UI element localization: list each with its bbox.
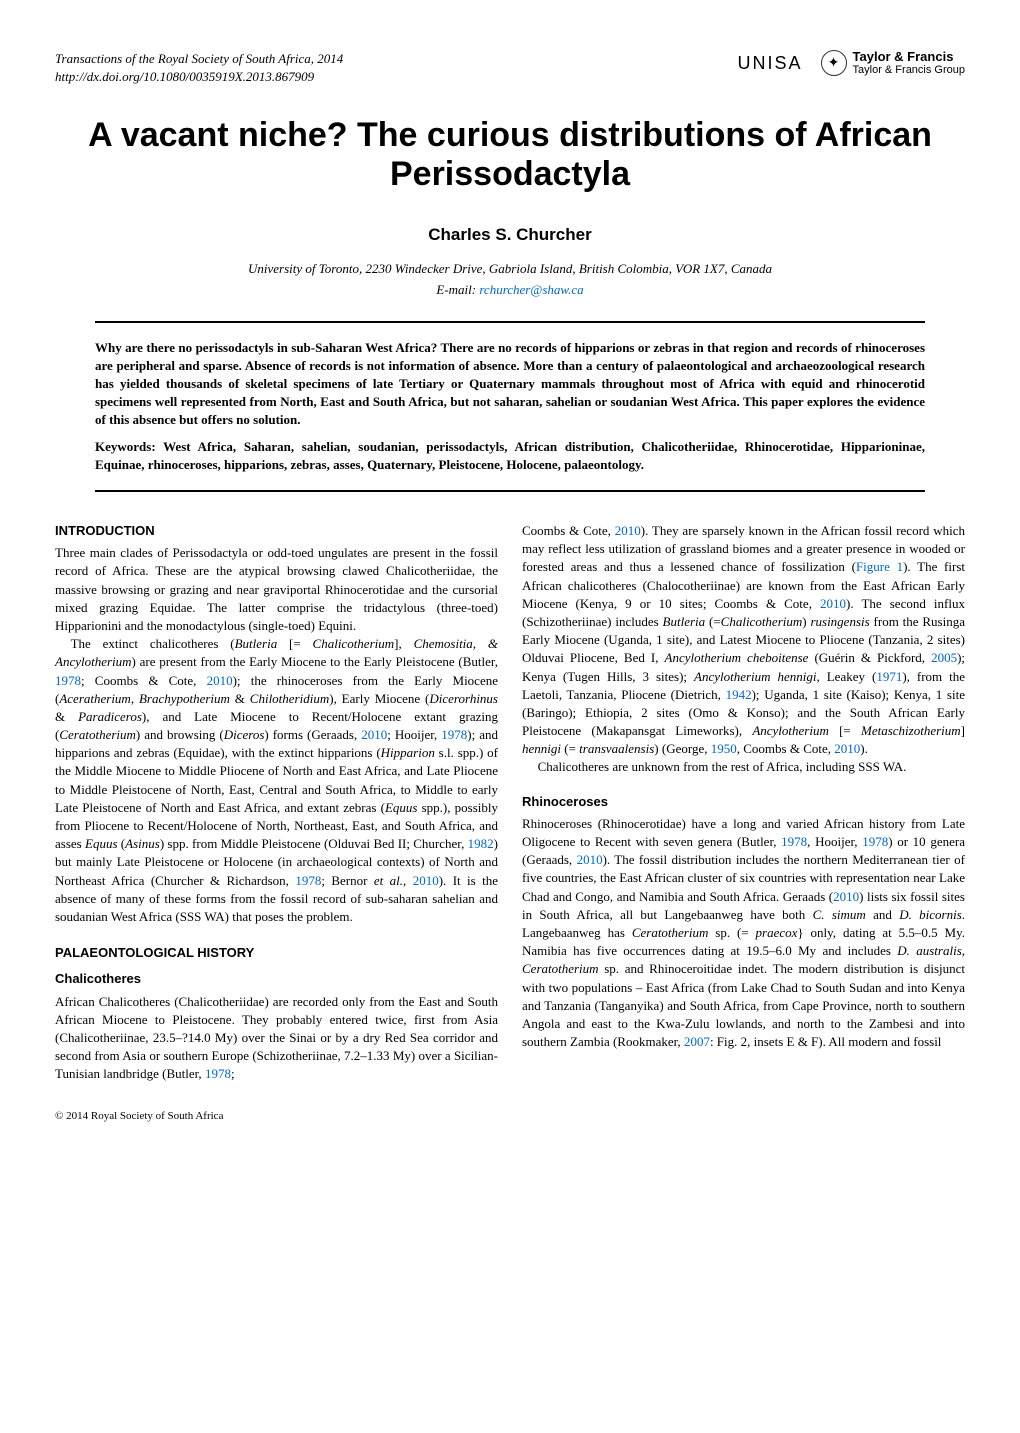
abstract-text: Why are there no perissodactyls in sub-S…	[95, 339, 925, 430]
chalicotheres-heading: Chalicotheres	[55, 970, 498, 988]
taylor-francis-logo: ✦ Taylor & Francis Taylor & Francis Grou…	[821, 50, 965, 76]
right-column: Coombs & Cote, 2010). They are sparsely …	[522, 522, 965, 1083]
keywords: Keywords: West Africa, Saharan, sahelian…	[95, 438, 925, 474]
email-link[interactable]: rchurcher@shaw.ca	[479, 282, 583, 297]
author-name: Charles S. Churcher	[55, 223, 965, 247]
left-column: INTRODUCTION Three main clades of Periss…	[55, 522, 498, 1083]
affiliation: University of Toronto, 2230 Windecker Dr…	[55, 260, 965, 278]
publisher-logos: UNISA ✦ Taylor & Francis Taylor & Franci…	[738, 50, 966, 76]
journal-info: Transactions of the Royal Society of Sou…	[55, 50, 343, 86]
email-line: E-mail: rchurcher@shaw.ca	[55, 281, 965, 299]
tf-sub: Taylor & Francis Group	[853, 64, 965, 76]
doi: http://dx.doi.org/10.1080/0035919X.2013.…	[55, 69, 314, 84]
rhino-p1: Rhinoceroses (Rhinocerotidae) have a lon…	[522, 815, 965, 1051]
intro-heading: INTRODUCTION	[55, 522, 498, 540]
chali-cont: Coombs & Cote, 2010). They are sparsely …	[522, 522, 965, 758]
page-header: Transactions of the Royal Society of Sou…	[55, 50, 965, 86]
chali-p1: African Chalicotheres (Chalicotheriidae)…	[55, 993, 498, 1084]
intro-p2: The extinct chalicotheres (Butleria [= C…	[55, 635, 498, 926]
copyright-footer: © 2014 Royal Society of South Africa	[55, 1109, 965, 1124]
tf-icon: ✦	[821, 50, 847, 76]
journal-year: 2014	[317, 51, 343, 66]
palaeo-heading: PALAEONTOLOGICAL HISTORY	[55, 944, 498, 962]
intro-p1: Three main clades of Perissodactyla or o…	[55, 544, 498, 635]
rhinoceroses-heading: Rhinoceroses	[522, 793, 965, 811]
abstract-block: Why are there no perissodactyls in sub-S…	[95, 321, 925, 492]
body-columns: INTRODUCTION Three main clades of Periss…	[55, 522, 965, 1083]
article-title: A vacant niche? The curious distribution…	[55, 116, 965, 194]
unisa-logo: UNISA	[738, 51, 803, 76]
journal-title: Transactions of the Royal Society of Sou…	[55, 51, 314, 66]
chali-end: Chalicotheres are unknown from the rest …	[522, 758, 965, 776]
tf-main: Taylor & Francis	[853, 50, 965, 64]
